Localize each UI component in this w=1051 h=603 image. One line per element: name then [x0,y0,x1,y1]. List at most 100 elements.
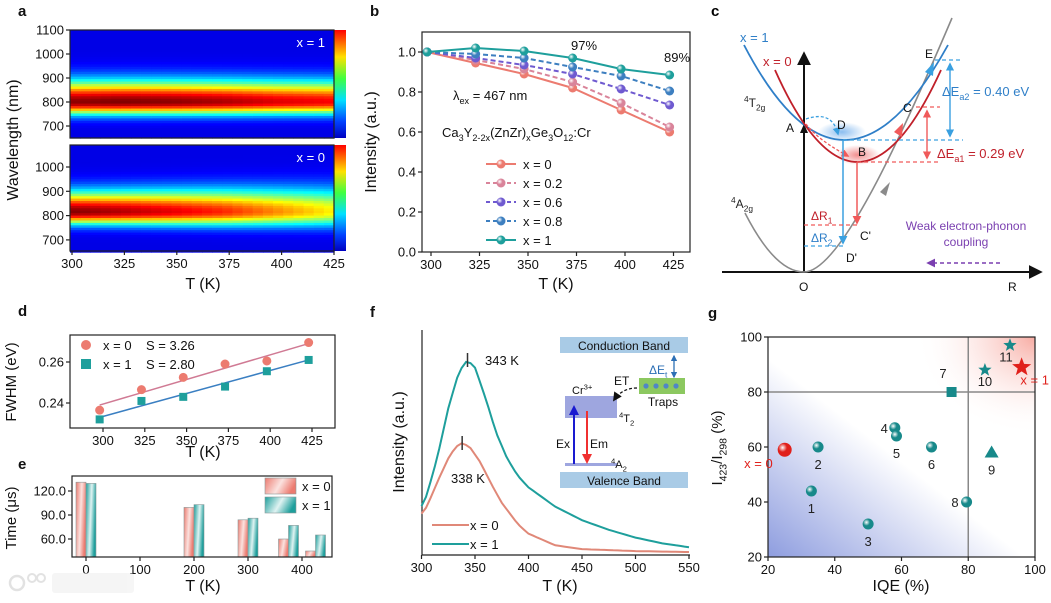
heatmap-cell [130,154,142,158]
heatmap-cell [262,198,274,202]
heatmap-cell [90,79,102,83]
heatmap-cell [120,57,132,61]
heatmap-cell [222,220,234,224]
heatmap-cell [202,81,213,85]
heatmap-cell [232,71,244,75]
heatmap-cell [252,169,264,173]
heatmap-cell [252,86,264,90]
conduction-band-label: Conduction Band [578,339,670,353]
heatmap-cell [80,230,91,234]
heatmap-cell [303,69,315,73]
heatmap-cell [212,196,223,200]
heatmap-cell [181,76,193,80]
heatmap-cell [323,222,335,226]
heatmap-cell [293,179,305,183]
heatmap-cell [100,220,112,224]
data-point [304,355,313,364]
heatmap-cell [161,181,173,185]
heatmap-cell [212,42,223,46]
heatmap-cell [283,42,294,46]
heatmap-cell [303,210,315,214]
heatmap-cell [171,181,183,185]
heatmap-cell [293,64,305,68]
heatmap-cell [151,242,162,246]
heatmap-cell [202,133,213,137]
heatmap-cell [141,232,152,236]
heatmap-cell [313,167,325,171]
heatmap-cell [323,74,335,78]
heatmap-cell [70,159,81,163]
heatmap-cell [151,113,162,117]
heatmap-cell [181,169,193,173]
heatmap-cell [100,130,112,134]
heatmap-cell [171,201,183,205]
heatmap-cell [293,74,305,78]
heatmap-cell [252,210,264,214]
heatmap-cell [130,64,142,68]
heatmap-cell [293,101,305,105]
heatmap-cell [252,222,264,226]
heatmap-cell [80,57,91,61]
point-label: 1 [808,501,815,516]
data-point [568,77,578,87]
heatmap-cell [70,123,81,127]
heatmap-cell [161,169,173,173]
heatmap-cell [202,34,213,38]
heatmap-cell [283,213,294,217]
heatmap-cell [323,34,335,38]
heatmap-cell [283,147,294,151]
heatmap-cell [232,118,244,122]
heatmap-cell [252,186,264,190]
watermark-icon [36,573,46,583]
heatmap-cell [283,108,294,112]
heatmap-cell [303,52,315,56]
heatmap-cell [202,179,213,183]
heatmap-cell [313,84,325,88]
heatmap-cell [293,113,305,117]
heatmap-cell [151,57,162,61]
heatmap-cell [283,74,294,78]
heatmap-cell [222,113,234,117]
point-label: 11 [999,349,1013,364]
heatmap-cell [252,179,264,183]
heatmap-cell [212,69,223,73]
annotation-89: 89% [664,50,690,65]
heatmap-cell [171,96,183,100]
heatmap-cell [283,49,294,53]
heatmap-cell [161,154,173,158]
heatmap-cell [110,242,122,246]
heatmap-cell [273,193,284,197]
heatmap-cell [110,227,122,231]
heatmap-cell [242,227,254,231]
heatmap-cell [191,230,203,234]
heatmap-cell [191,149,203,154]
heatmap-cell [80,130,91,134]
heatmap-cell [181,159,193,163]
heatmap-cell [100,239,112,243]
heatmap-cell [323,167,335,171]
heatmap-cell [161,208,173,212]
heatmap-cell [100,74,112,78]
heatmap-cell [120,42,132,46]
heatmap-cell [130,79,142,83]
heatmap-cell [242,125,254,129]
heatmap-cell [293,237,305,241]
heatmap-cell [191,147,203,151]
heatmap-cell [242,242,254,246]
heatmap-cell [212,184,223,188]
heatmap-cell [273,34,284,38]
heatmap-cell [313,210,325,214]
heatmap-cell [252,69,264,73]
heatmap-cell [293,44,305,48]
heatmap-cell [120,196,132,200]
heatmap-cell [120,145,132,149]
heatmap-cell [252,244,264,248]
heatmap-cell [222,181,234,185]
series-x0 [95,338,314,415]
legend-label: x = 1 [523,233,552,248]
heatmap-cell [273,84,284,88]
heatmap-cell [141,167,152,171]
heatmap-cell [313,64,325,68]
heatmap-cell [90,220,102,224]
heatmap-cell [171,171,183,175]
